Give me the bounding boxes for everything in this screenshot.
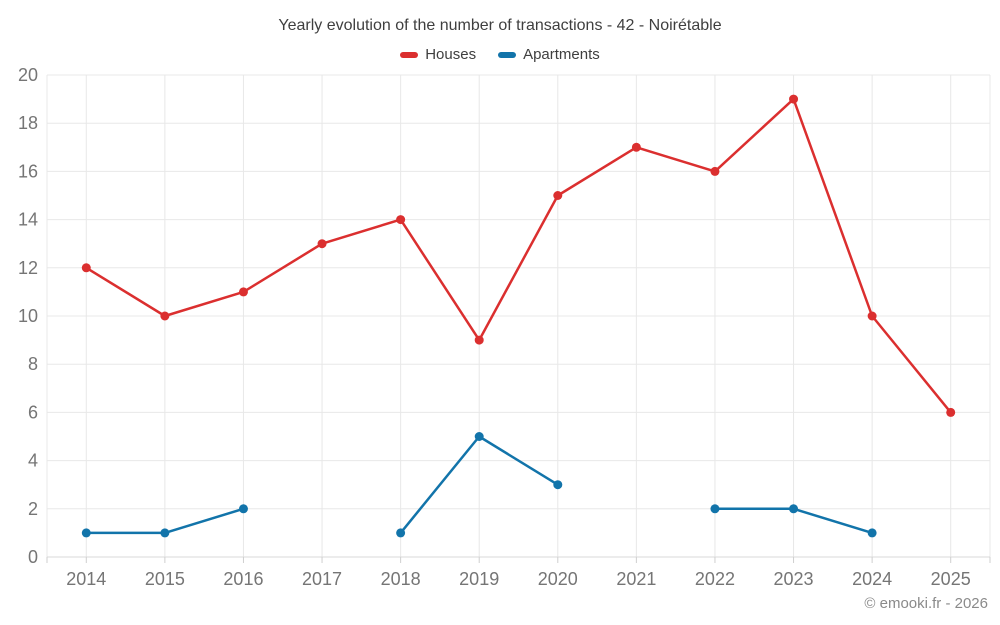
y-axis-label: 6 [28,402,38,422]
watermark: © emooki.fr - 2026 [864,595,988,612]
apartments-point-2022[interactable] [710,504,720,514]
x-axis-label: 2016 [223,569,263,589]
x-axis-label: 2018 [381,569,421,589]
houses-point-2020[interactable] [553,191,563,200]
houses-point-2015[interactable] [160,311,170,321]
houses-point-2022[interactable] [710,166,720,176]
houses-point-2023[interactable] [789,94,799,104]
x-axis-label: 2022 [695,569,735,589]
apartments-point-2020[interactable] [553,480,563,490]
houses-point-2018[interactable] [396,215,406,225]
y-axis-label: 14 [18,210,38,230]
y-axis-label: 10 [18,306,38,326]
y-axis-label: 12 [18,258,38,278]
x-axis-label: 2021 [616,569,656,589]
houses-line [85,97,952,414]
y-axis-label: 16 [18,161,38,181]
legend-item-apartments[interactable]: Apartments [498,46,600,63]
houses-point-2024[interactable] [867,311,877,321]
y-axis-label: 4 [28,451,38,471]
apartments-point-2014[interactable] [81,528,91,538]
houses-legend-swatch-icon [400,51,419,58]
x-axis-label: 2019 [459,569,499,589]
apartments-point-2016[interactable] [238,504,248,514]
y-axis-label: 0 [28,547,38,567]
houses-legend-label: Houses [425,46,477,63]
y-axis-label: 20 [18,65,38,85]
x-axis-label: 2017 [302,569,342,589]
houses-point-2021[interactable] [631,142,641,152]
apartments-legend-swatch-icon [498,51,517,58]
apartments-point-2023[interactable] [789,504,799,514]
houses-point-2019[interactable] [474,335,484,345]
legend: Houses Apartments [0,46,1000,63]
apartments-legend-label: Apartments [523,46,600,63]
y-axis-label: 18 [18,113,38,133]
x-axis-label: 2020 [538,569,578,589]
legend-item-houses[interactable]: Houses [400,46,476,63]
apartments-point-2019[interactable] [474,432,484,441]
houses-point-2014[interactable] [81,263,91,273]
chart-title: Yearly evolution of the number of transa… [278,17,722,34]
y-axis-label: 2 [28,499,38,519]
houses-point-2016[interactable] [238,287,248,297]
y-axis-label: 8 [28,354,38,374]
x-axis-label: 2024 [852,569,892,589]
apartments-point-2024[interactable] [867,528,877,538]
x-axis-label: 2025 [931,569,971,589]
x-axis-label: 2014 [66,569,106,589]
houses-point-2025[interactable] [946,407,956,417]
houses-point-2017[interactable] [317,239,327,249]
apartments-point-2015[interactable] [160,528,170,538]
apartments-point-2018[interactable] [396,528,406,538]
x-axis-label: 2023 [774,569,814,589]
x-axis-label: 2015 [145,569,185,589]
